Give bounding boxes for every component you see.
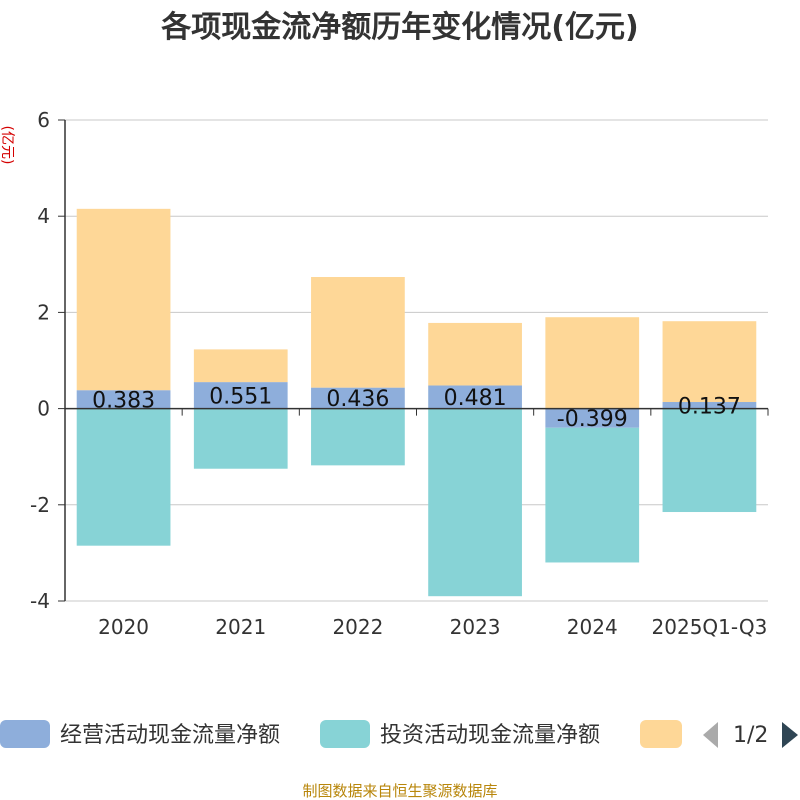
data-label-operating-2025Q1-Q3: 0.137 [678,394,741,419]
x-tick-label: 2024 [567,615,618,639]
grid-lines [65,119,768,602]
bar-operating-2021[interactable] [193,382,288,409]
legend-swatch-investing[interactable] [320,720,370,748]
y-tick-label: -4 [30,589,50,613]
data-label-operating-2023: 0.481 [444,386,507,411]
data-label-operating-2024: -0.399 [557,407,628,432]
bar-investing-2025Q1-Q3[interactable] [662,408,757,513]
legend-next-page-icon[interactable] [782,722,798,748]
axes: -4 -2 0 2 4 6 2020 2021 2022 2023 2024 2025Q1-Q3 [30,108,769,639]
legend-page-indicator: 1/2 [733,723,768,748]
bar-investing-2021[interactable] [193,408,288,469]
x-tick-label: 2020 [98,615,149,639]
bar-operating-2023[interactable] [428,385,522,409]
legend-swatch-financing[interactable] [640,720,682,748]
y-tick-label: 6 [37,108,50,132]
data-label-operating-2021: 0.551 [209,384,272,409]
legend-swatch-operating[interactable] [0,720,50,748]
bar-financing-2025Q1-Q3[interactable] [662,321,757,403]
x-tick-label: 2021 [215,615,266,639]
bar-investing-2024[interactable] [545,427,640,563]
bar-financing-2022[interactable] [311,276,405,388]
bar-operating-2025Q1-Q3[interactable] [662,402,757,409]
bar-operating-2020[interactable] [76,390,171,409]
bar-financing-2020[interactable] [76,208,171,391]
bar-financing-2024[interactable] [545,317,640,409]
x-tick-label: 2025Q1-Q3 [652,615,768,639]
bar-investing-2023[interactable] [428,408,522,597]
legend-label-investing[interactable]: 投资活动现金流量净额 [380,723,600,748]
data-label-operating-2022: 0.436 [326,387,389,412]
data-labels: 0.383 0.551 0.436 0.481 -0.399 0.137 [92,384,741,432]
bar-operating-2022[interactable] [311,387,405,409]
bar-investing-2020[interactable] [76,408,171,546]
legend-prev-page-icon[interactable] [703,722,718,748]
y-tick-label: -2 [30,493,50,517]
data-label-operating-2020: 0.383 [92,388,155,413]
bar-operating-2024[interactable] [545,408,640,428]
chart-title: 各项现金流净额历年变化情况(亿元) [160,10,638,45]
legend-label-operating[interactable]: 经营活动现金流量净额 [60,723,280,748]
x-tick-label: 2022 [332,615,383,639]
x-tick-label: 2023 [450,615,501,639]
bar-investing-2022[interactable] [311,408,405,466]
y-tick-label: 4 [37,204,50,228]
y-axis-label: (亿元) [0,126,15,165]
bar-financing-2023[interactable] [428,322,522,386]
source-note: 制图数据来自恒生聚源数据库 [302,782,497,800]
y-tick-label: 0 [37,397,50,421]
legend: 经营活动现金流量净额 投资活动现金流量净额 1/2 [0,720,798,748]
bars [76,208,757,597]
y-tick-label: 2 [37,300,50,324]
bar-financing-2021[interactable] [193,349,288,383]
